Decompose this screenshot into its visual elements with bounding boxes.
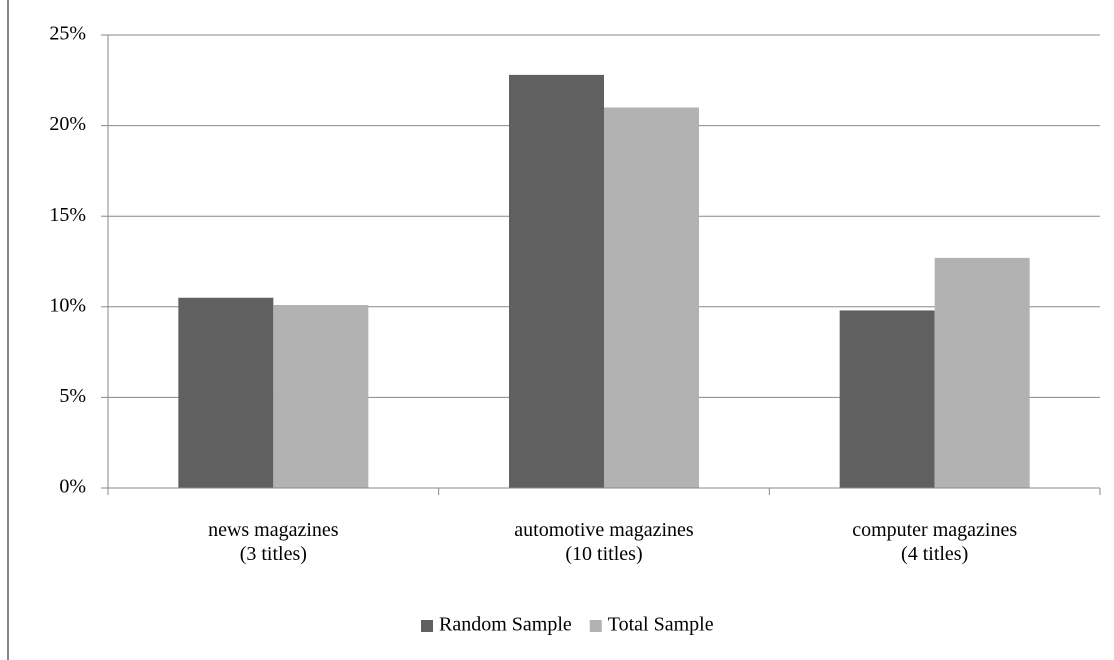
bar xyxy=(934,257,1030,488)
y-tick-label: 10% xyxy=(49,294,86,316)
bar xyxy=(178,297,274,488)
bar xyxy=(509,74,604,488)
y-tick-label: 5% xyxy=(59,385,86,407)
y-tick-label: 20% xyxy=(49,113,86,135)
legend-label: Total Sample xyxy=(608,614,714,636)
x-tick-label: computer magazines (4 titles) xyxy=(852,519,1018,565)
legend-swatch xyxy=(421,620,433,632)
bar xyxy=(604,107,699,488)
y-tick-label: 25% xyxy=(49,23,86,45)
y-tick-label: 0% xyxy=(59,476,86,498)
legend-swatch xyxy=(589,620,602,632)
x-tick-label: news magazines (3 titles) xyxy=(208,519,339,565)
legend-label: Random Sample xyxy=(439,614,572,636)
x-tick-label: automotive magazines (10 titles) xyxy=(514,519,694,565)
bar xyxy=(273,304,369,488)
bar xyxy=(839,310,935,488)
y-tick-label: 15% xyxy=(49,204,86,226)
